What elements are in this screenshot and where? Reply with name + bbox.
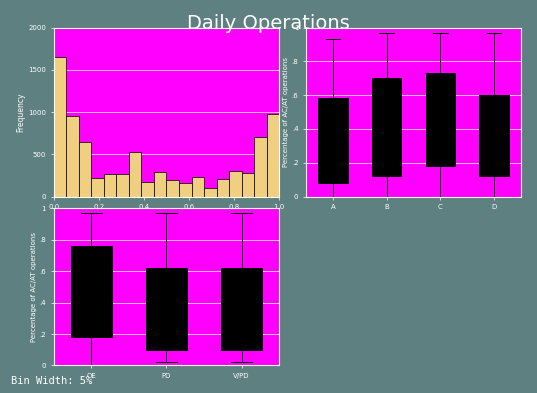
PathPatch shape: [146, 268, 187, 350]
X-axis label: Percentage of AC/AT operations: Percentage of AC/AT operations: [112, 211, 221, 218]
Bar: [129, 152, 141, 196]
Bar: [266, 114, 279, 196]
Text: Bin Width: 5%: Bin Width: 5%: [11, 376, 92, 386]
Bar: [54, 57, 66, 196]
PathPatch shape: [221, 268, 262, 350]
Bar: [204, 188, 216, 196]
Bar: [104, 174, 117, 196]
PathPatch shape: [71, 246, 112, 337]
Bar: [117, 174, 129, 196]
Bar: [79, 141, 91, 196]
PathPatch shape: [372, 78, 401, 176]
Bar: [154, 173, 166, 196]
Text: Daily Operations: Daily Operations: [187, 14, 350, 33]
Bar: [254, 138, 266, 196]
Bar: [141, 182, 154, 196]
PathPatch shape: [318, 99, 348, 183]
Bar: [66, 116, 79, 196]
Bar: [166, 180, 179, 196]
PathPatch shape: [425, 73, 455, 166]
Bar: [91, 178, 104, 196]
Y-axis label: Percentage of AC/AT operations: Percentage of AC/AT operations: [283, 57, 289, 167]
Bar: [192, 177, 204, 196]
Bar: [242, 173, 254, 196]
Bar: [216, 179, 229, 196]
Bar: [229, 171, 242, 196]
PathPatch shape: [479, 95, 509, 176]
Y-axis label: Percentage of AC/AT operations: Percentage of AC/AT operations: [31, 232, 37, 342]
Y-axis label: Frequency: Frequency: [16, 92, 25, 132]
Bar: [179, 183, 192, 196]
